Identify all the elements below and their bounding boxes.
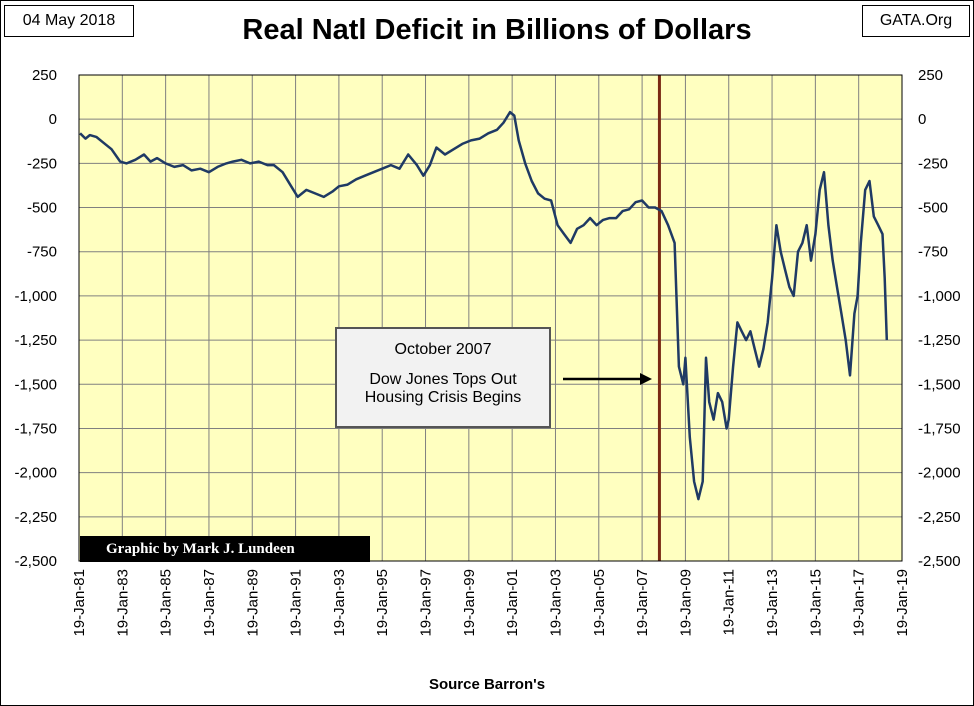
y-tick-label: -250	[27, 155, 57, 172]
x-tick-label: 19-Jan-95	[374, 569, 391, 637]
deficit-series-line	[79, 110, 889, 501]
y-tick-label-right: -250	[918, 155, 948, 172]
y-tick-label: -1,250	[14, 332, 57, 349]
x-tick-label: 19-Jan-87	[201, 569, 218, 637]
y-tick-label-right: -750	[918, 244, 948, 261]
y-tick-label: -2,500	[14, 553, 57, 570]
y-tick-label: -1,500	[14, 376, 57, 393]
annotation-callout: October 2007 Dow Jones Tops Out Housing …	[335, 327, 551, 428]
x-tick-label: 19-Jan-03	[547, 569, 564, 637]
plot-border	[78, 74, 903, 562]
y-tick-label-right: -1,750	[918, 420, 961, 437]
x-tick-label: 19-Jan-19	[894, 569, 911, 637]
y-tick-label: -2,250	[14, 509, 57, 526]
graphic-credit: Graphic by Mark J. Lundeen	[80, 536, 370, 562]
y-tick-label-right: 250	[918, 67, 943, 84]
y-tick-label: -750	[27, 244, 57, 261]
y-tick-label-right: -500	[918, 200, 948, 217]
y-tick-label: 250	[32, 67, 57, 84]
y-tick-label-right: -2,250	[918, 509, 961, 526]
y-tick-label: -1,750	[14, 420, 57, 437]
x-tick-label: 19-Jan-99	[461, 569, 478, 637]
plot-area	[79, 75, 902, 561]
x-tick-label: 19-Jan-89	[244, 569, 261, 637]
y-tick-label-right: -2,500	[918, 553, 961, 570]
callout-arrow	[563, 373, 652, 385]
x-tick-label: 19-Jan-85	[158, 569, 175, 637]
y-tick-label: -1,000	[14, 288, 57, 305]
y-tick-label-right: 0	[918, 111, 926, 128]
x-tick-label: 19-Jan-93	[331, 569, 348, 637]
y-tick-label-right: -2,000	[918, 465, 961, 482]
y-tick-label-right: -1,500	[918, 376, 961, 393]
x-axis-title: Source Barron's	[428, 676, 546, 693]
x-tick-label: 19-Jan-09	[677, 569, 694, 637]
x-tick-label: 19-Jan-83	[114, 569, 131, 637]
source-site-label: GATA.Org	[862, 5, 970, 37]
annotation-line-housing: Housing Crisis Begins	[364, 389, 522, 406]
annotation-date: October 2007	[394, 341, 492, 358]
y-axis-left: 250 0 -250 -500 -750 -1,000 -1,250 -1,500 -1,750…	[14, 67, 57, 570]
x-tick-label: 19-Jan-07	[634, 569, 651, 637]
x-tick-label: 19-Jan-97	[418, 569, 435, 637]
y-tick-label-right: -1,000	[918, 288, 961, 305]
y-tick-label: -500	[27, 200, 57, 217]
y-tick-label-right: -1,250	[918, 332, 961, 349]
date-label: 04 May 2018	[4, 5, 134, 37]
y-tick-label: -2,000	[14, 465, 57, 482]
y-axis-right: 250 0 -250 -500 -750 -1,000 -1,250 -1,500 -1,750…	[918, 67, 961, 570]
x-axis: 19-Jan-81 19-Jan-83 19-Jan-85 19-Jan-87 19-J…	[71, 569, 911, 637]
x-tick-label: 19-Jan-05	[591, 569, 608, 637]
x-tick-label: 19-Jan-13	[764, 569, 781, 637]
annotation-line-dow: Dow Jones Tops Out	[369, 371, 517, 388]
x-tick-label: 19-Jan-91	[288, 569, 305, 637]
x-tick-label: 19-Jan-11	[721, 569, 738, 635]
x-tick-label: 19-Jan-17	[851, 569, 868, 637]
x-tick-label: 19-Jan-15	[807, 569, 824, 637]
y-tick-label: 0	[49, 111, 57, 128]
x-tick-label: 19-Jan-81	[71, 569, 88, 637]
x-tick-label: 19-Jan-01	[504, 569, 521, 637]
chart-title: Real Natl Deficit in Billions of Dollars	[242, 14, 752, 46]
